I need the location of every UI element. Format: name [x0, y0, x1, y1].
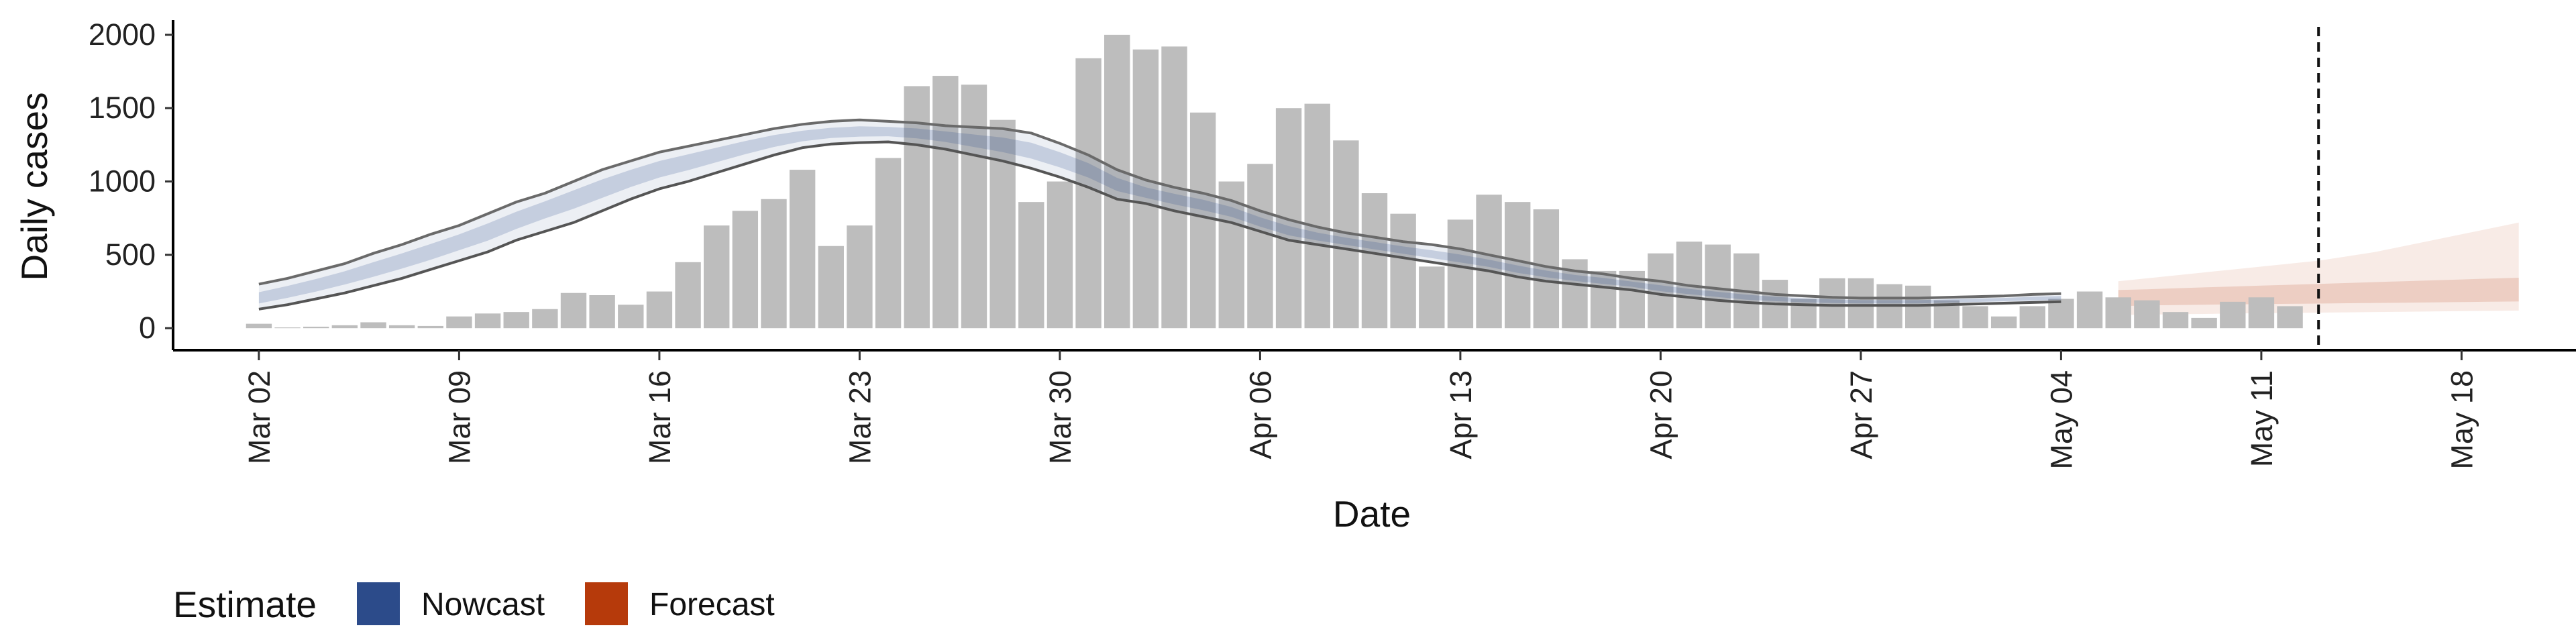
bar: [818, 246, 844, 329]
bar: [1648, 253, 1674, 329]
bar: [1075, 58, 1102, 329]
bar: [1505, 202, 1531, 329]
y-tick-label: 0: [139, 311, 156, 345]
bar: [388, 325, 415, 329]
bar: [1304, 103, 1330, 329]
bar: [875, 158, 902, 329]
x-tick-label: Apr 13: [1444, 370, 1478, 460]
y-tick-label: 2000: [89, 17, 156, 52]
legend-swatch-nowcast: [357, 582, 400, 625]
bar: [847, 225, 873, 329]
axes: [172, 20, 2576, 352]
x-tick-label: May 04: [2044, 370, 2078, 470]
bar: [2162, 312, 2189, 329]
bar: [932, 76, 959, 329]
bar: [2191, 317, 2217, 329]
bar: [2134, 300, 2160, 329]
bar: [2220, 301, 2246, 329]
bar: [989, 119, 1016, 329]
bar: [704, 225, 730, 329]
bar: [1819, 278, 1845, 329]
bar: [1847, 278, 1874, 329]
bar: [503, 312, 529, 329]
y-tick-label: 1500: [89, 91, 156, 125]
x-tick-label: Apr 06: [1243, 370, 1277, 460]
legend-title: Estimate: [173, 584, 317, 625]
bar: [474, 313, 501, 329]
bar: [1447, 219, 1474, 329]
bar: [1104, 34, 1130, 329]
x-tick-label: Mar 23: [843, 370, 877, 464]
bar: [303, 327, 329, 329]
bar: [761, 199, 787, 329]
forecast-outer-band: [2118, 222, 2519, 315]
bar: [1962, 306, 1988, 329]
bar: [560, 292, 587, 329]
bar: [1905, 285, 1931, 329]
bar: [2048, 299, 2074, 329]
bar: [331, 325, 358, 329]
nowcast-outer-band: [258, 119, 2061, 309]
bar: [646, 291, 673, 329]
bar: [961, 85, 987, 329]
bar: [274, 327, 301, 329]
bar: [732, 211, 759, 329]
nowcast-upper-line: [258, 118, 2061, 300]
bar: [417, 325, 443, 329]
bar: [532, 309, 558, 329]
bar: [1476, 195, 1502, 329]
x-tick-label: May 18: [2445, 370, 2479, 470]
bar: [246, 323, 272, 329]
x-tick-label: Mar 30: [1043, 370, 1077, 464]
y-ticks: 0 500 1000 1500 2000: [89, 17, 173, 345]
x-tick-label: Apr 27: [1844, 370, 1878, 460]
bar: [2248, 297, 2275, 329]
nowcast-inner-band: [258, 126, 2061, 304]
x-axis-title: Date: [1333, 493, 1411, 535]
legend: Estimate Nowcast Forecast: [173, 582, 775, 625]
bar: [2076, 291, 2103, 329]
bar: [1132, 49, 1159, 329]
lines: [258, 118, 2061, 311]
x-tick-label: Mar 16: [643, 370, 677, 464]
nowcast-lower-line: [258, 140, 2061, 311]
bar: [1361, 193, 1388, 329]
bar: [1390, 213, 1416, 329]
x-ticks: Mar 02 Mar 09 Mar 16 Mar 23 Mar 30 Apr 06 Apr …: [242, 350, 2479, 470]
bar: [618, 305, 644, 329]
bar: [1990, 316, 2017, 329]
bar: [675, 262, 701, 329]
bar: [2019, 306, 2045, 329]
x-tick-label: Apr 20: [1644, 370, 1678, 460]
bar: [789, 170, 816, 329]
x-tick-label: May 11: [2245, 370, 2279, 467]
bar: [1218, 181, 1244, 329]
bar: [2105, 297, 2131, 329]
bar: [2277, 306, 2303, 329]
bar: [904, 86, 930, 329]
bars: [246, 34, 2303, 329]
bar: [446, 316, 472, 329]
x-tick-label: Mar 09: [442, 370, 476, 464]
legend-label-forecast: Forecast: [649, 587, 775, 623]
y-tick-label: 500: [105, 237, 156, 272]
bar: [1046, 181, 1073, 329]
y-tick-label: 1000: [89, 164, 156, 199]
x-tick-label: Mar 02: [242, 370, 276, 464]
bar: [1247, 164, 1273, 329]
bar: [1590, 270, 1617, 329]
bar: [1419, 266, 1445, 329]
bar: [1018, 202, 1044, 329]
legend-swatch-forecast: [585, 582, 628, 625]
y-axis-title: Daily cases: [13, 92, 55, 280]
bar: [589, 295, 615, 329]
legend-label-nowcast: Nowcast: [421, 587, 545, 623]
bar: [360, 322, 386, 329]
bar: [1189, 112, 1216, 329]
nowcast-bands: [258, 119, 2061, 309]
